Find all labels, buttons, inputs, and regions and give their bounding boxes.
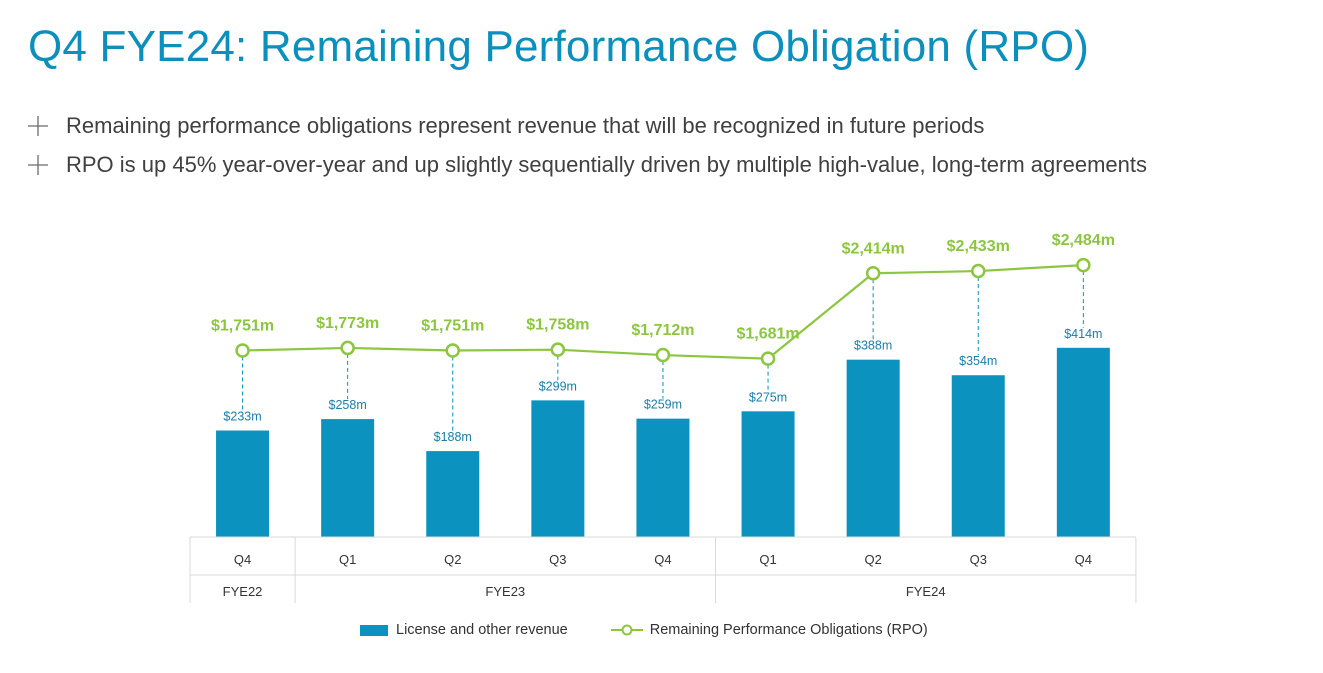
- rpo-point: [1076, 257, 1091, 273]
- bar: [1056, 347, 1110, 537]
- rpo-value-label: $2,414m: [842, 240, 905, 257]
- bar: [636, 418, 690, 537]
- bar-value-label: $259m: [644, 398, 682, 412]
- bullet-item: RPO is up 45% year-over-year and up slig…: [26, 145, 1147, 184]
- bar-value-label: $233m: [223, 410, 261, 424]
- bar-value-label: $388m: [854, 339, 892, 353]
- bar-value-label: $414m: [1064, 327, 1102, 341]
- x-tick-label: Q2: [444, 552, 461, 567]
- bar: [426, 451, 480, 537]
- rpo-chart: $233m $258m $188m $299m $259m $275m $388m $354m…: [189, 232, 1137, 603]
- x-tick-label: Q3: [549, 552, 566, 567]
- rpo-line: [242, 264, 1084, 360]
- bar: [216, 430, 270, 537]
- x-tick-label: Q4: [234, 552, 251, 567]
- bar: [741, 411, 795, 537]
- x-tick-label: Q2: [864, 552, 881, 567]
- rpo-value-label: $2,433m: [947, 238, 1010, 255]
- legend-line-label: Remaining Performance Obligations (RPO): [649, 622, 928, 638]
- x-group-label: FYE22: [223, 584, 263, 599]
- rpo-value-label: $1,712m: [631, 322, 694, 339]
- bar-value-label: $188m: [434, 430, 472, 444]
- rpo-point: [235, 343, 250, 358]
- x-tick-label: Q4: [1075, 552, 1092, 567]
- rpo-value-label: $1,751m: [421, 318, 484, 335]
- rpo-value-label: $1,751m: [211, 318, 274, 335]
- bullet-list: Remaining performance obligations repres…: [26, 106, 1147, 184]
- bullet-text: RPO is up 45% year-over-year and up slig…: [66, 151, 1147, 177]
- crosshair-bullet-icon: [28, 154, 48, 175]
- bullet-item: Remaining performance obligations repres…: [26, 106, 1147, 145]
- legend-bar-swatch: [360, 624, 388, 636]
- x-tick-label: Q4: [654, 552, 671, 567]
- rpo-value-label: $2,484m: [1052, 232, 1115, 249]
- rpo-value-label: $1,773m: [316, 315, 379, 332]
- x-group-label: FYE24: [906, 584, 946, 599]
- bar-value-label: $354m: [959, 354, 997, 368]
- rpo-point: [971, 263, 986, 279]
- x-group-label: FYE23: [485, 584, 525, 599]
- rpo-point: [445, 343, 460, 358]
- rpo-value-label: $1,758m: [526, 317, 589, 334]
- x-tick-label: Q1: [339, 552, 356, 567]
- bar: [531, 400, 585, 537]
- rpo-point: [550, 342, 566, 357]
- rpo-point: [655, 347, 671, 363]
- x-tick-label: Q1: [759, 552, 776, 567]
- x-tick-label: Q3: [970, 552, 987, 567]
- rpo-value-label: $1,681m: [736, 326, 799, 343]
- rpo-point: [340, 340, 355, 356]
- bar: [321, 419, 375, 537]
- bar: [846, 359, 900, 537]
- rpo-point: [760, 351, 776, 366]
- chart-legend: License and other revenue Remaining Perf…: [360, 622, 928, 638]
- legend-line-marker-icon: [610, 624, 643, 636]
- bar-value-label: $258m: [329, 398, 367, 412]
- bullet-text: Remaining performance obligations repres…: [66, 112, 985, 138]
- bar-value-label: $275m: [749, 390, 787, 404]
- crosshair-bullet-icon: [28, 115, 48, 136]
- bar-value-label: $299m: [539, 379, 577, 393]
- legend-bar-label: License and other revenue: [396, 622, 568, 638]
- page-title: Q4 FYE24: Remaining Performance Obligati…: [28, 22, 1090, 71]
- bar: [951, 375, 1005, 537]
- rpo-point: [865, 266, 881, 281]
